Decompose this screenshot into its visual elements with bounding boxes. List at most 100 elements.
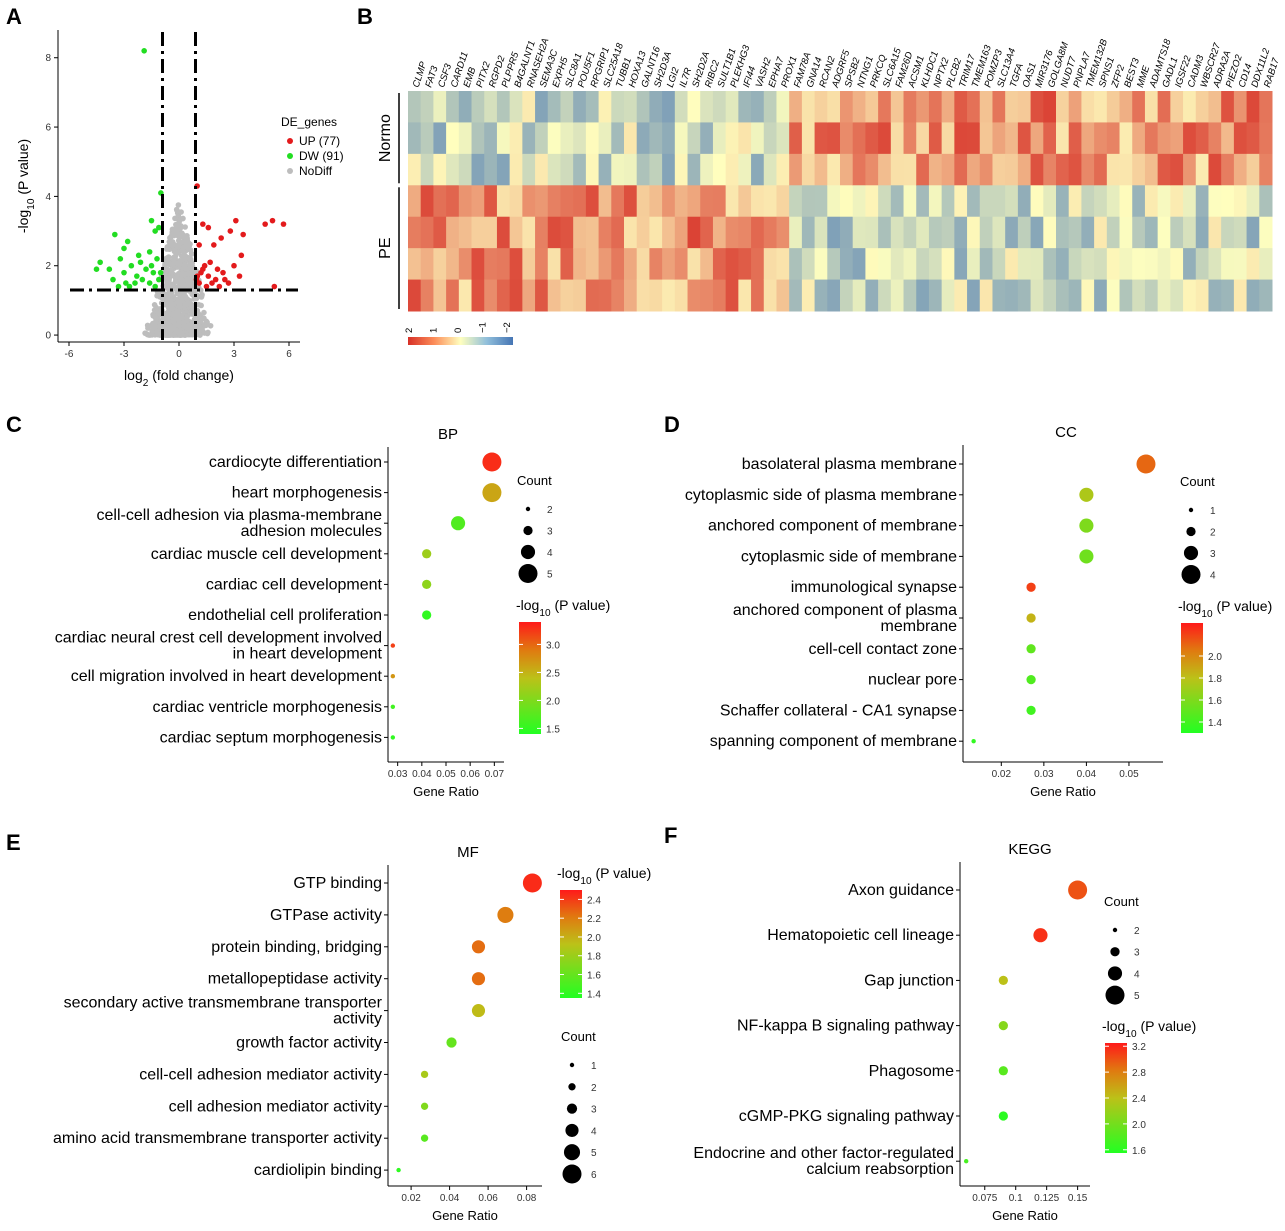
color-key-label: −1	[478, 322, 489, 333]
heatmap-cell	[1170, 153, 1184, 186]
enrichment-dot	[963, 1159, 969, 1164]
heatmap-cell	[700, 248, 714, 281]
nodiff-point	[184, 296, 190, 302]
heatmap-cell	[408, 248, 422, 281]
heatmap-cell	[738, 91, 752, 123]
heatmap-cell	[954, 122, 968, 155]
heatmap-cell	[509, 216, 523, 249]
enrichment-dot	[390, 735, 396, 740]
heatmap-cell	[636, 248, 650, 281]
volcano-point	[209, 280, 215, 286]
heatmap-cell	[484, 216, 498, 249]
volcano-point	[205, 273, 212, 279]
term-label: cell migration involved in heart develop…	[71, 668, 383, 685]
heatmap-cell	[471, 122, 485, 155]
heatmap-cell	[1195, 91, 1209, 123]
heatmap-cell	[840, 122, 854, 155]
volcano-point	[269, 217, 276, 224]
heatmap-cell	[789, 153, 803, 186]
heatmap-cell	[1259, 216, 1273, 249]
term-label: membrane	[881, 618, 958, 635]
legend-label: DW (91)	[299, 149, 344, 163]
pvalue-colorbar	[1181, 623, 1203, 733]
heatmap-cell	[484, 91, 498, 123]
heatmap-cell	[1017, 185, 1032, 218]
heatmap-cell	[1056, 185, 1070, 218]
heatmap-cell	[992, 122, 1006, 155]
heatmap-cell	[433, 91, 447, 123]
heatmap-cell	[598, 216, 612, 249]
volcano-point	[146, 280, 153, 286]
x-axis-label: Gene Ratio	[432, 1208, 498, 1223]
heatmap-cell	[979, 122, 993, 155]
heatmap-cell	[547, 185, 561, 218]
heatmap-cell	[446, 185, 460, 218]
heatmap-cell	[992, 91, 1006, 123]
heatmap-cell	[1259, 185, 1273, 218]
heatmap-cell	[547, 153, 561, 186]
nodiff-point	[168, 281, 175, 288]
heatmap-cell	[1005, 248, 1019, 281]
heatmap-cell	[1259, 91, 1273, 123]
nodiff-point	[165, 254, 172, 261]
colorbar-label: 2.8	[1132, 1068, 1146, 1079]
heatmap-cell	[1157, 279, 1171, 312]
heatmap-cell	[611, 216, 625, 249]
heatmap-cell	[674, 153, 689, 186]
colorbar-label: 2.0	[1208, 652, 1222, 663]
enrichment-dot	[420, 1070, 429, 1079]
heatmap-cell	[624, 185, 638, 218]
heatmap-cell	[1081, 122, 1095, 155]
heatmap-cell	[763, 153, 777, 186]
heatmap-cell	[598, 122, 612, 155]
heatmap-cell	[560, 279, 574, 312]
term-label: anchored component of membrane	[708, 518, 957, 535]
count-legend-label: 2	[1210, 528, 1216, 539]
heatmap-cell	[827, 153, 841, 186]
heatmap-cell	[801, 279, 816, 312]
heatmap-cell	[1157, 216, 1171, 249]
enrichment-dot	[446, 1037, 457, 1048]
heatmap-cell	[865, 122, 879, 155]
heatmap-cell	[852, 122, 866, 155]
heatmap-cell	[662, 122, 676, 155]
heatmap-cell	[1208, 248, 1222, 281]
nodiff-point	[164, 279, 170, 286]
count-legend-dot	[1110, 947, 1120, 957]
y-tick-label: 6	[45, 123, 51, 134]
heatmap-cell	[725, 153, 739, 186]
heatmap-cell	[865, 216, 879, 249]
heatmap-cell	[687, 279, 701, 312]
heatmap-cell	[1017, 122, 1032, 155]
heatmap-cell	[941, 248, 955, 281]
x-axis-label: Gene Ratio	[413, 784, 479, 799]
count-legend-dot	[563, 1144, 581, 1161]
count-legend-title: Count	[1104, 894, 1139, 909]
heatmap-cell	[1094, 122, 1108, 155]
heatmap-cell	[776, 279, 790, 312]
heatmap-cell	[827, 279, 841, 312]
nodiff-point	[207, 322, 214, 329]
heatmap-cell	[687, 153, 701, 186]
heatmap-cell	[763, 91, 777, 123]
heatmap-cell	[408, 216, 422, 249]
heatmap-cell	[1259, 279, 1273, 312]
nodiff-point	[169, 226, 176, 233]
legend-label: NoDiff	[299, 164, 333, 178]
heatmap-cell	[484, 279, 498, 312]
colorbar-label: 1.6	[587, 971, 601, 982]
panel-label-a: A	[6, 4, 22, 29]
heatmap-cell	[992, 279, 1006, 312]
volcano-point	[152, 283, 158, 290]
nodiff-point	[171, 331, 178, 338]
count-legend-title: Count	[1180, 474, 1215, 489]
heatmap-cell	[738, 279, 752, 312]
x-tick-label: 0.06	[460, 769, 480, 780]
heatmap-cell	[1132, 91, 1146, 123]
count-legend-label: 4	[547, 548, 553, 559]
heatmap-cell	[903, 91, 917, 123]
heatmap-cell	[535, 91, 549, 123]
heatmap-cell	[420, 248, 434, 281]
heatmap-cell	[840, 153, 854, 186]
